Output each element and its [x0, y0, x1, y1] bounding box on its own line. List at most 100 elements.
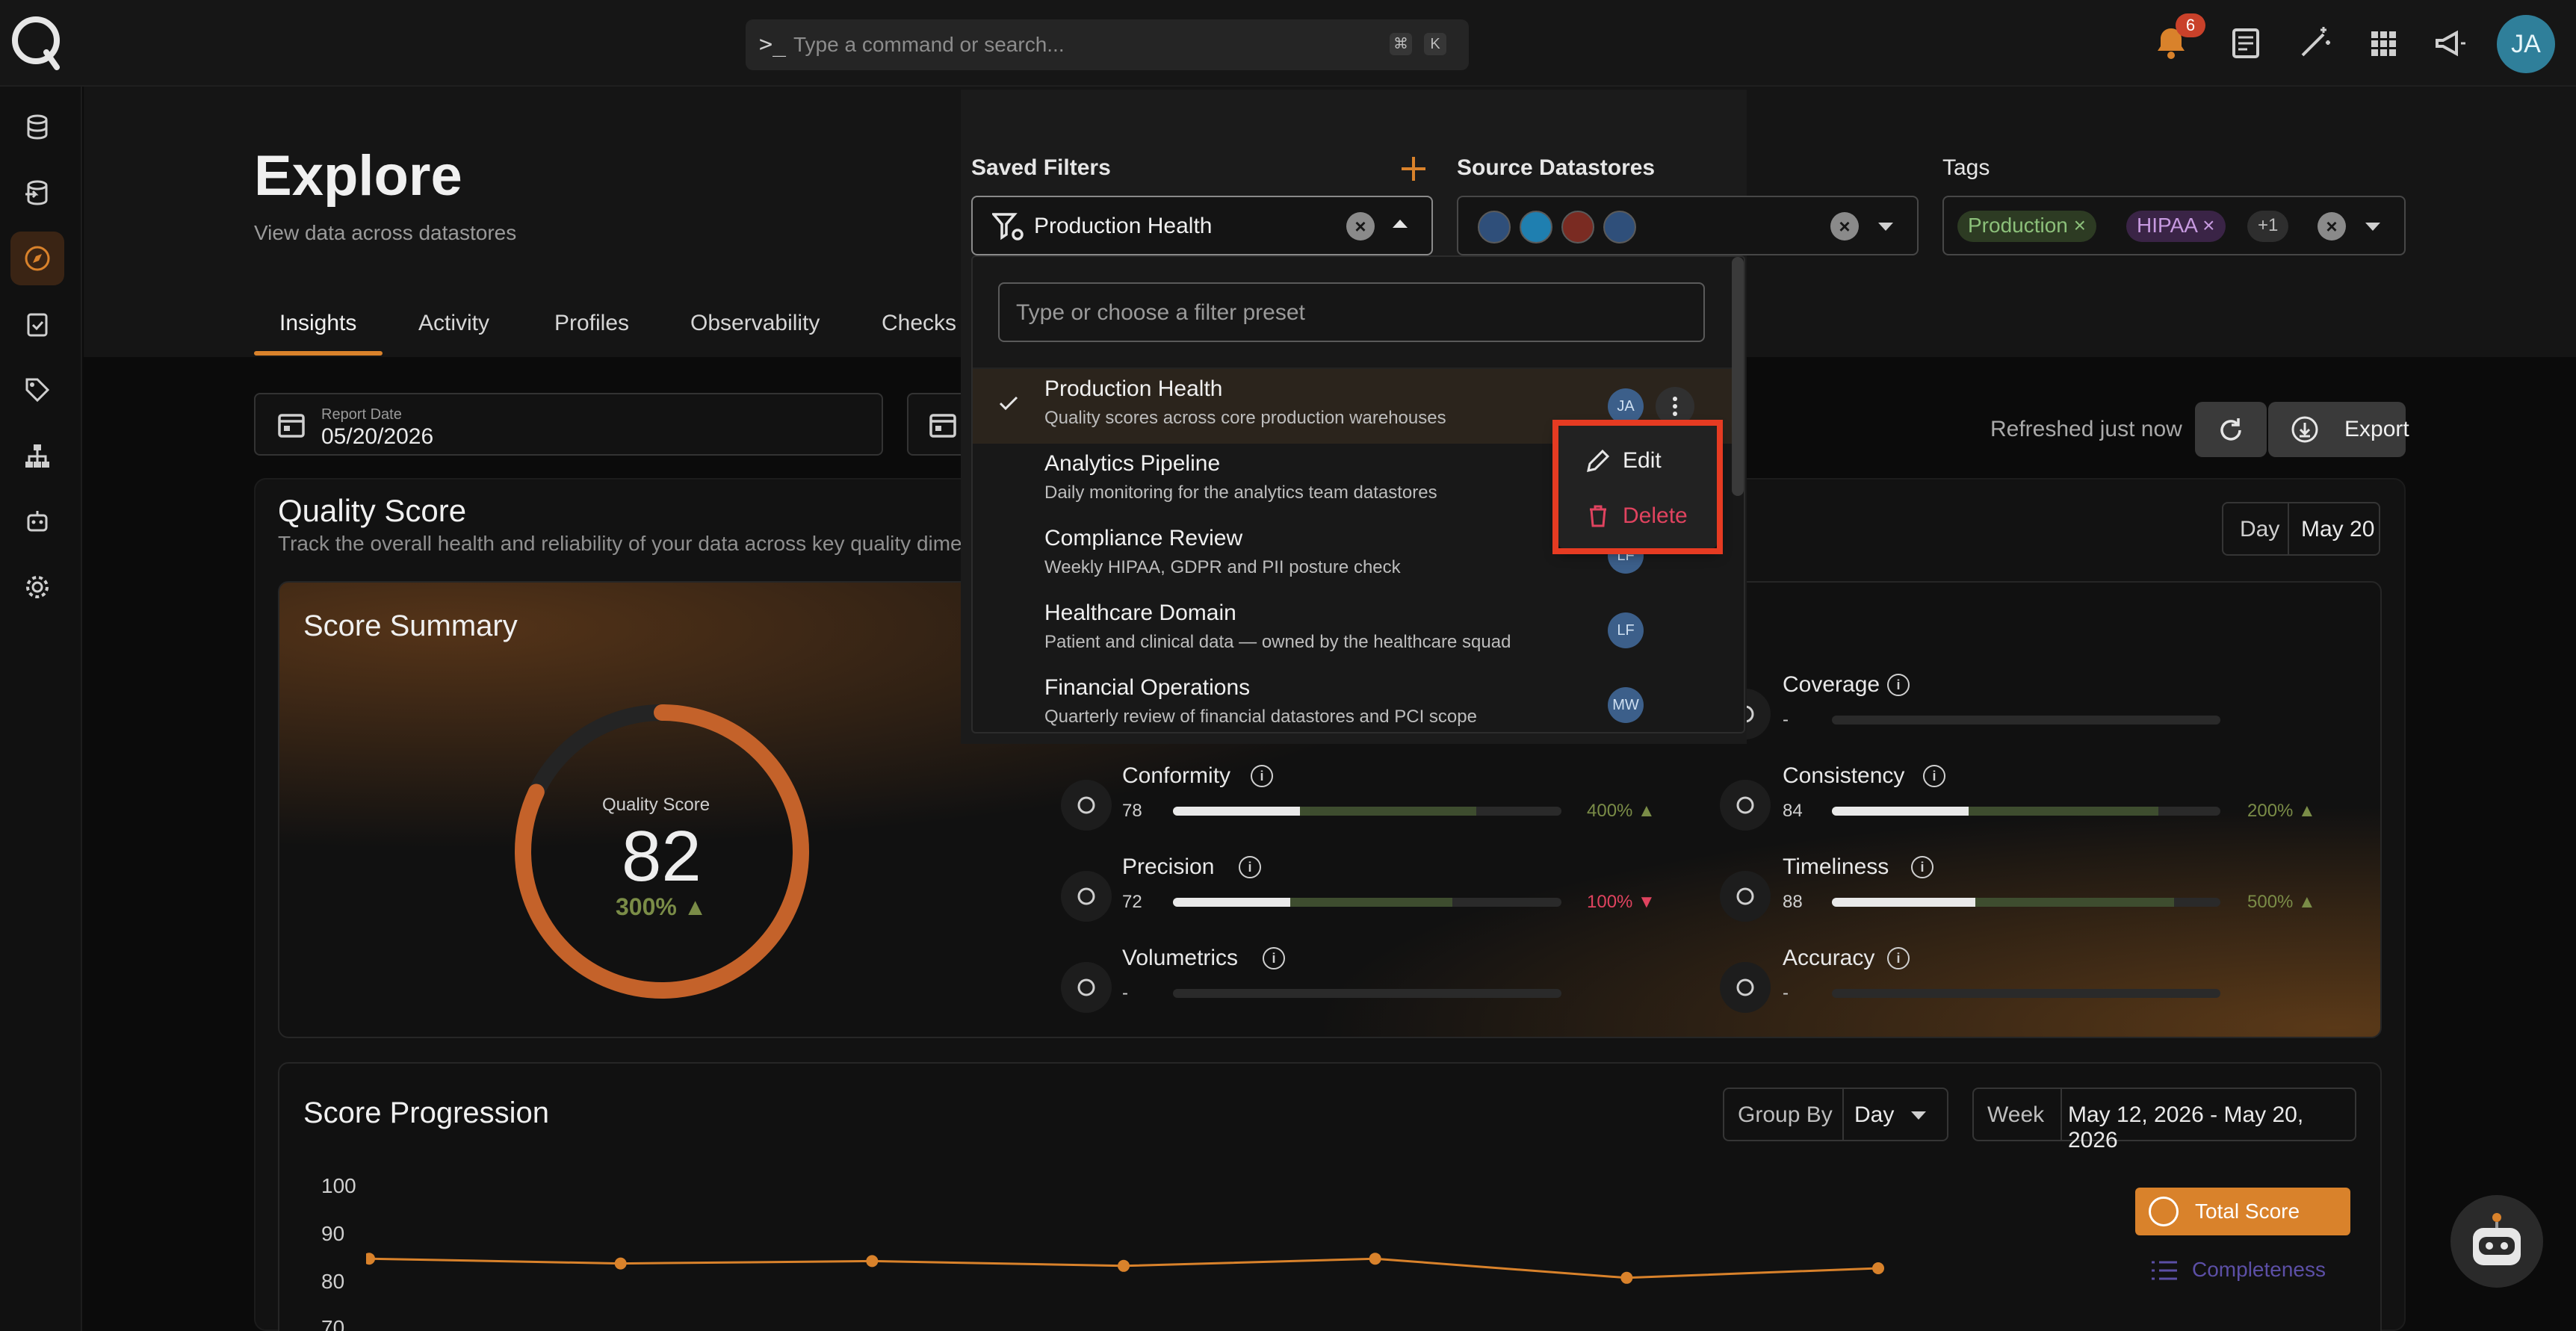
info-icon[interactable]: i: [1239, 856, 1261, 878]
period-picker[interactable]: Week May 12, 2026 - May 20, 2026: [1972, 1088, 2356, 1152]
compass-icon: [25, 246, 50, 271]
report-date-field[interactable]: Report Date 05/20/2026: [254, 393, 883, 456]
nav-datastores[interactable]: [10, 100, 64, 154]
divider: [2288, 503, 2289, 556]
range-value[interactable]: May 20: [2301, 517, 2375, 542]
preset-name: Compliance Review: [1044, 526, 1243, 550]
list-icon: [2152, 1261, 2177, 1280]
more-tags-count[interactable]: +1: [2247, 211, 2289, 242]
data-point[interactable]: [614, 1257, 627, 1270]
preset-name: Production Health: [1044, 376, 1223, 401]
data-point[interactable]: [1872, 1262, 1884, 1274]
megaphone-icon[interactable]: [2430, 22, 2471, 64]
calendar-icon: [278, 414, 305, 438]
tags-select[interactable]: Production × HIPAA × +1 ×: [1942, 196, 2406, 255]
info-icon[interactable]: i: [1251, 765, 1273, 787]
preset-item[interactable]: Healthcare Domain Patient and clinical da…: [973, 593, 1744, 668]
pencil-icon: [1587, 449, 1610, 472]
nav-checks[interactable]: [10, 297, 64, 351]
circle-icon: [2149, 1197, 2179, 1226]
quality-score-description: Track the overall health and reliability…: [278, 532, 962, 555]
info-icon[interactable]: i: [1887, 947, 1910, 969]
more-vert-icon[interactable]: [1656, 387, 1694, 426]
tab-checks[interactable]: Checks: [882, 311, 957, 335]
tab-activity[interactable]: Activity: [418, 311, 490, 335]
tag-chip-production[interactable]: Production ×: [1957, 211, 2097, 242]
magic-wand-icon[interactable]: [2294, 22, 2335, 64]
clear-icon[interactable]: ×: [1830, 212, 1859, 241]
metric-bar: [1832, 898, 2220, 907]
period-label: Week: [1987, 1102, 2045, 1127]
terminal-icon: >_: [759, 31, 787, 58]
clipboard-check-icon: [27, 313, 48, 337]
tab-observability[interactable]: Observability: [690, 311, 820, 335]
assistant-bot-button[interactable]: [2450, 1195, 2543, 1288]
y-tick-label: 70: [321, 1316, 345, 1331]
legend-total-score[interactable]: Total Score: [2135, 1188, 2350, 1235]
hierarchy-icon: [25, 444, 49, 468]
quality-score-title: Quality Score: [278, 493, 467, 528]
data-point[interactable]: [866, 1255, 879, 1268]
scrollbar[interactable]: [1732, 257, 1744, 496]
nav-flows[interactable]: [10, 429, 64, 483]
group-by-select[interactable]: Group By Day: [1723, 1088, 1948, 1141]
app-logo[interactable]: [9, 13, 63, 70]
metric-name: Accuracy: [1783, 946, 1875, 970]
info-icon[interactable]: i: [1263, 947, 1285, 969]
page-subtitle: View data across datastores: [254, 221, 517, 244]
preset-item[interactable]: Analytics Pipeline Daily monitoring for t…: [973, 444, 1744, 518]
info-icon[interactable]: i: [1923, 765, 1945, 787]
delete-menu-item[interactable]: Delete: [1558, 488, 1717, 542]
preset-description: Quarterly review of financial datastores…: [1044, 707, 1477, 727]
target-icon: [1720, 962, 1771, 1013]
legend-completeness[interactable]: Completeness: [2149, 1258, 2326, 1288]
chevron-up-icon[interactable]: [1393, 220, 1408, 228]
preset-search-field[interactable]: [998, 282, 1705, 342]
nav-explore[interactable]: [10, 232, 64, 285]
chevron-down-icon[interactable]: [1878, 223, 1893, 231]
info-icon[interactable]: i: [1887, 674, 1910, 696]
range-unit[interactable]: Day: [2240, 517, 2280, 542]
document-icon[interactable]: [2225, 22, 2267, 64]
preset-name: Healthcare Domain: [1044, 601, 1236, 625]
preset-item[interactable]: Financial Operations Quarterly review of …: [973, 668, 1744, 732]
compare-date-field[interactable]: [907, 393, 967, 456]
info-icon[interactable]: i: [1911, 856, 1933, 878]
add-icon[interactable]: [1399, 154, 1428, 184]
edit-label: Edit: [1623, 448, 1662, 473]
refresh-status: Refreshed just now: [1990, 417, 2182, 441]
data-point[interactable]: [1369, 1253, 1381, 1265]
tab-insights[interactable]: Insights: [279, 311, 357, 335]
score-line-chart: [366, 1253, 1884, 1284]
tab-profiles[interactable]: Profiles: [554, 311, 630, 335]
preset-name: Financial Operations: [1044, 675, 1251, 700]
data-point[interactable]: [1118, 1259, 1130, 1272]
tag-label: Production: [1968, 214, 2068, 237]
clear-icon[interactable]: ×: [1346, 212, 1375, 241]
chevron-down-icon[interactable]: [2365, 223, 2380, 231]
nav-settings[interactable]: [10, 560, 64, 614]
group-by-label: Group By: [1738, 1102, 1833, 1127]
metric-name: Coverage: [1783, 672, 1880, 697]
bell-icon[interactable]: [2150, 22, 2192, 64]
source-datastores-select[interactable]: ×: [1457, 196, 1919, 255]
nav-enrichment[interactable]: [10, 166, 64, 220]
edit-menu-item[interactable]: Edit: [1558, 433, 1717, 487]
refresh-button[interactable]: [2195, 402, 2267, 457]
command-search[interactable]: >_ Type a command or search... ⌘ K: [746, 19, 1469, 70]
export-button[interactable]: Export: [2268, 402, 2409, 457]
apps-grid-icon[interactable]: [2362, 22, 2404, 64]
metric-delta: 500% ▲: [2247, 892, 2316, 912]
data-point[interactable]: [1620, 1271, 1633, 1284]
preset-search-input[interactable]: [1016, 297, 1688, 329]
user-avatar[interactable]: JA: [2497, 15, 2555, 73]
nav-agents[interactable]: [10, 494, 64, 548]
nav-tags[interactable]: [10, 363, 64, 417]
tag-chip-hipaa[interactable]: HIPAA ×: [2126, 211, 2226, 242]
divider: [1842, 1089, 1844, 1141]
page-title: Explore: [254, 144, 462, 208]
date-range-picker[interactable]: Day May 20: [2222, 502, 2380, 556]
clear-icon[interactable]: ×: [2318, 212, 2346, 241]
saved-filter-select[interactable]: Production Health ×: [971, 196, 1433, 255]
data-point[interactable]: [366, 1253, 375, 1265]
